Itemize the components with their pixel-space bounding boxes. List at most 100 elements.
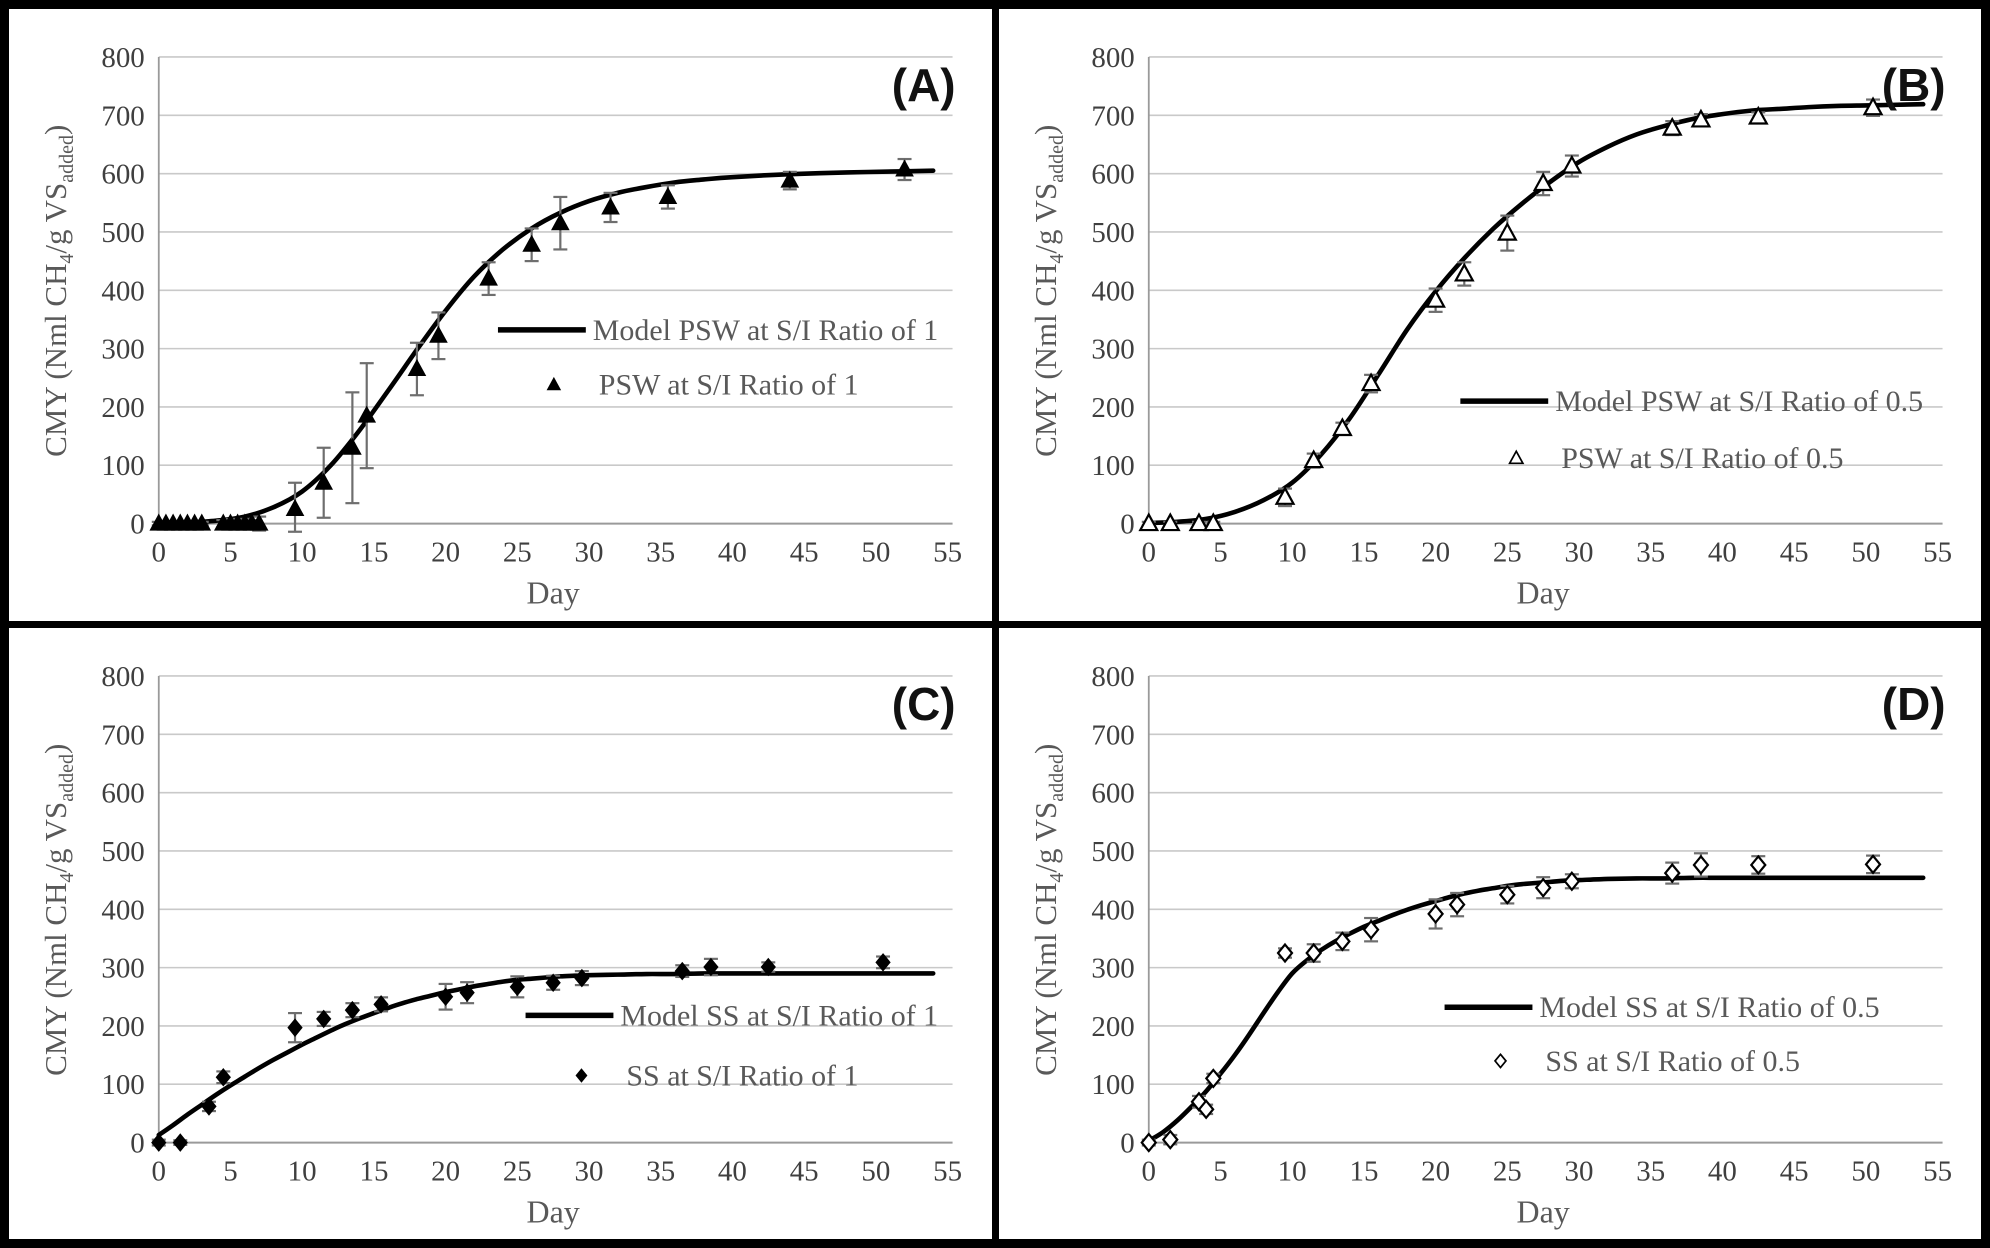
x-tick-label: 15 (359, 537, 388, 569)
x-tick-label: 0 (152, 537, 166, 569)
data-points (149, 159, 914, 531)
y-tick-label: 800 (101, 660, 144, 692)
y-tick-label: 300 (1091, 952, 1134, 984)
triangle-open-marker-icon (1159, 512, 1181, 532)
diamond-filled-marker-icon (151, 1132, 167, 1152)
triangle-open-marker-icon (1690, 108, 1711, 128)
diamond-open-marker-icon (1304, 942, 1322, 963)
legend-model-label: Model SS at S/I Ratio of 0.5 (1539, 991, 1879, 1024)
x-tick-label: 50 (1851, 537, 1880, 569)
y-tick-label: 600 (1091, 777, 1134, 809)
y-tick-label: 200 (101, 392, 144, 424)
y-tick-label: 100 (101, 1069, 144, 1101)
triangle-open-marker-icon (1202, 512, 1224, 532)
triangle-filled-marker-icon (249, 513, 269, 531)
diamond-filled-marker-icon (215, 1067, 231, 1087)
chart-A: 0 100 200 300 400 500 600 700 800 0 5 10 15 20 25 30 35 4… (38, 42, 962, 611)
y-tick-label: 100 (1091, 1069, 1134, 1101)
diamond-filled-marker-icon (201, 1096, 217, 1116)
triangle-open-marker-icon (1360, 372, 1381, 392)
triangle-filled-marker-icon (479, 268, 498, 286)
diamond-open-marker-icon (1197, 1098, 1215, 1120)
x-tick-label: 20 (431, 537, 460, 569)
data-points (1139, 853, 1881, 1153)
x-tick-label: 25 (503, 1155, 532, 1187)
triangle-open-marker-icon (1137, 512, 1159, 532)
y-tick-label: 400 (1091, 275, 1134, 307)
diamond-open-marker-icon (1161, 1128, 1179, 1150)
legend: Model PSW at S/I Ratio of 0.5 PSW at S/I … (1459, 385, 1923, 475)
legend-model-label: Model PSW at S/I Ratio of 1 (593, 314, 938, 347)
y-tick-label: 200 (1091, 392, 1134, 424)
x-tick-label: 55 (933, 537, 962, 569)
x-tick-label: 35 (646, 537, 675, 569)
x-tick-label: 20 (1421, 1155, 1450, 1187)
y-axis-tick-labels: 0 100 200 300 400 500 600 700 800 (1091, 42, 1134, 541)
x-tick-label: 45 (1779, 1155, 1808, 1187)
y-axis-tick-labels: 0 100 200 300 400 500 600 700 800 (101, 42, 144, 541)
model-curve (1145, 101, 1925, 526)
x-axis-tick-labels: 0 5 10 15 20 25 30 35 40 45 50 55 (152, 1155, 963, 1187)
x-tick-label: 10 (288, 1155, 317, 1187)
x-tick-label: 35 (646, 1155, 675, 1187)
panel-letter: (A) (892, 59, 956, 111)
y-tick-label: 700 (1091, 719, 1134, 751)
diamond-filled-marker-icon (575, 1067, 588, 1083)
x-tick-label: 50 (861, 537, 890, 569)
diamond-filled-marker-icon (437, 986, 454, 1006)
triangle-filled-marker-icon (551, 213, 570, 231)
x-tick-label: 35 (1636, 1155, 1665, 1187)
diamond-open-marker-icon (1663, 862, 1681, 883)
x-tick-label: 15 (359, 1155, 388, 1187)
legend-series-label: PSW at S/I Ratio of 0.5 (1561, 442, 1843, 475)
x-tick-label: 5 (223, 537, 237, 569)
triangle-filled-marker-icon (780, 170, 800, 188)
diamond-open-marker-icon (1333, 930, 1351, 952)
x-tick-label: 45 (1779, 537, 1808, 569)
panel-D-ss-ratio-05: 0 100 200 300 400 500 600 700 800 0 5 10 15 20 25 30 35 4… (998, 627, 1981, 1239)
triangle-open-marker-icon (1532, 172, 1554, 192)
x-tick-label: 40 (718, 1155, 747, 1187)
x-tick-label: 10 (1277, 1155, 1306, 1187)
y-tick-label: 500 (1091, 217, 1134, 249)
legend-series-label: PSW at S/I Ratio of 1 (599, 369, 859, 402)
diamond-filled-marker-icon (760, 957, 776, 976)
triangle-open-marker-icon (1424, 288, 1446, 308)
x-axis-tick-labels: 0 5 10 15 20 25 30 35 40 45 50 55 (1141, 1155, 1952, 1187)
triangle-open-marker-icon (1507, 449, 1524, 465)
y-tick-label: 100 (101, 450, 144, 482)
diamond-filled-marker-icon (703, 957, 719, 976)
y-tick-label: 400 (101, 894, 144, 926)
legend: Model PSW at S/I Ratio of 1 PSW at S/I Ra… (497, 314, 938, 402)
triangle-filled-marker-icon (343, 437, 362, 455)
x-tick-label: 50 (861, 1155, 890, 1187)
x-tick-label: 30 (575, 537, 604, 569)
y-tick-label: 400 (1091, 894, 1134, 926)
y-tick-label: 700 (1091, 100, 1134, 132)
x-tick-label: 15 (1349, 537, 1378, 569)
y-tick-label: 300 (101, 334, 144, 366)
y-tick-label: 100 (1091, 450, 1134, 482)
legend-series-label: SS at S/I Ratio of 0.5 (1545, 1044, 1800, 1077)
x-tick-label: 30 (1564, 537, 1593, 569)
y-tick-label: 800 (1091, 42, 1134, 74)
diamond-open-marker-icon (1139, 1131, 1157, 1153)
y-tick-label: 600 (101, 777, 144, 809)
x-tick-label: 55 (933, 1155, 962, 1187)
y-tick-label: 500 (101, 835, 144, 867)
diamond-filled-marker-icon (373, 994, 389, 1014)
x-tick-label: 55 (1923, 1155, 1952, 1187)
triangle-filled-marker-icon (658, 186, 678, 204)
diamond-filled-marker-icon (674, 961, 690, 980)
y-tick-label: 400 (101, 275, 144, 307)
data-points (1137, 96, 1883, 532)
x-tick-label: 35 (1636, 537, 1665, 569)
x-tick-label: 50 (1851, 1155, 1880, 1187)
diamond-open-marker-icon (1448, 893, 1466, 915)
panel-letter: (D) (1881, 677, 1945, 729)
x-axis-tick-labels: 0 5 10 15 20 25 30 35 40 45 50 55 (1141, 537, 1952, 569)
x-tick-label: 15 (1349, 1155, 1378, 1187)
triangle-open-marker-icon (1561, 154, 1582, 174)
x-tick-label: 10 (1277, 537, 1306, 569)
